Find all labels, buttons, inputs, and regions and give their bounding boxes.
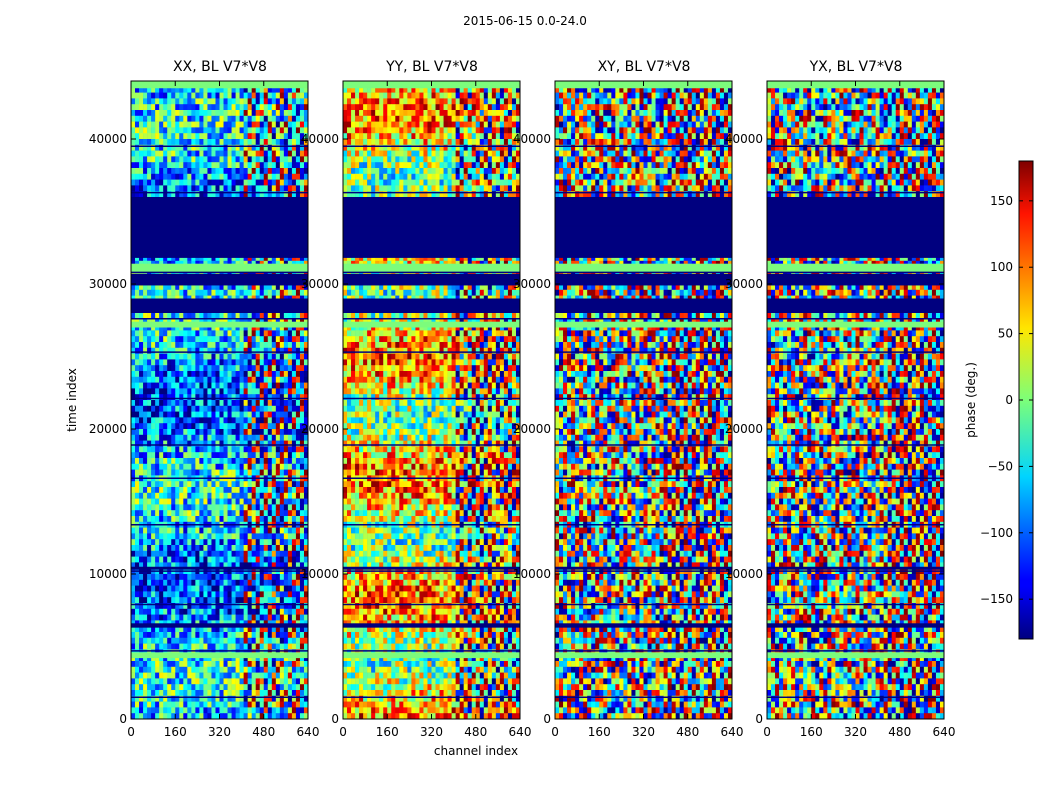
gap-band: [343, 269, 520, 273]
flagged-band: [131, 623, 308, 628]
y-tick-label: 30000: [513, 277, 551, 291]
y-tick-label: 20000: [725, 422, 763, 436]
x-tick-label: 480: [676, 725, 699, 739]
x-tick-label: 480: [252, 725, 275, 739]
flagged-band: [343, 273, 520, 286]
y-tick-label: 30000: [89, 277, 127, 291]
gap-band: [767, 652, 944, 659]
gap-band: [131, 269, 308, 273]
x-tick-label: 320: [632, 725, 655, 739]
flagged-band: [767, 298, 944, 313]
y-axis-label: time index: [65, 368, 79, 432]
figure-suptitle: 2015-06-15 0.0-24.0: [463, 14, 587, 28]
y-tick-label: 0: [331, 712, 339, 726]
x-tick-label: 640: [933, 725, 956, 739]
colorbar-tick-label: −50: [988, 459, 1013, 473]
y-tick-label: 40000: [89, 132, 127, 146]
y-tick-label: 20000: [301, 422, 339, 436]
flagged-band: [555, 197, 732, 258]
y-tick-label: 40000: [725, 132, 763, 146]
y-tick-label: 10000: [725, 567, 763, 581]
x-axis-label: channel index: [433, 744, 519, 758]
x-tick-label: 160: [376, 725, 399, 739]
flagged-band: [343, 623, 520, 628]
y-tick-label: 0: [543, 712, 551, 726]
y-tick-label: 40000: [301, 132, 339, 146]
flagged-band: [767, 273, 944, 286]
colorbar-tick-label: 50: [998, 327, 1013, 341]
flagged-band: [131, 298, 308, 313]
flagged-band: [343, 197, 520, 258]
x-tick-label: 0: [763, 725, 771, 739]
colorbar-label: phase (deg.): [964, 362, 978, 438]
gap-band: [555, 269, 732, 273]
gap-band: [555, 321, 732, 328]
gap-band: [555, 263, 732, 270]
x-tick-label: 160: [800, 725, 823, 739]
heatmap-panel-yx: 0 160 320 480 640 0 10000 20000 30000 40000: [725, 80, 956, 739]
phase-cells: [131, 81, 309, 720]
y-tick-label: 10000: [89, 567, 127, 581]
x-tick-label: 320: [208, 725, 231, 739]
gap-band: [343, 321, 520, 328]
gap-band: [767, 321, 944, 328]
flagged-band: [555, 623, 732, 628]
flagged-band: [767, 623, 944, 628]
gap-band: [767, 263, 944, 270]
y-tick-label: 30000: [725, 277, 763, 291]
flagged-band: [555, 273, 732, 286]
gap-band: [555, 652, 732, 659]
colorbar-tick-label: 0: [1005, 393, 1013, 407]
gap-band: [131, 321, 308, 328]
panel-title-xy: XY, BL V7*V8: [597, 59, 691, 75]
panel-title-xx: XX, BL V7*V8: [173, 59, 267, 75]
panel-title-yy: YY, BL V7*V8: [386, 59, 478, 75]
flagged-band: [555, 566, 732, 570]
y-tick-label: 0: [119, 712, 127, 726]
x-tick-label: 480: [464, 725, 487, 739]
x-tick-label: 320: [844, 725, 867, 739]
gap-band: [343, 263, 520, 270]
y-tick-label: 10000: [513, 567, 551, 581]
colorbar-tick-label: 150: [990, 194, 1013, 208]
x-tick-label: 0: [339, 725, 347, 739]
x-tick-label: 160: [588, 725, 611, 739]
panel-title-yx: YX, BL V7*V8: [809, 59, 903, 75]
flagged-band: [767, 566, 944, 570]
heatmap-panel-yy: 0 160 320 480 640 0 10000 20000 30000 40000: [301, 80, 532, 739]
gap-band: [767, 269, 944, 273]
flagged-band: [131, 197, 308, 258]
x-tick-label: 160: [164, 725, 187, 739]
x-tick-label: 640: [509, 725, 532, 739]
gap-band: [131, 652, 308, 659]
x-tick-label: 320: [420, 725, 443, 739]
y-tick-label: 20000: [513, 422, 551, 436]
flagged-band: [343, 298, 520, 313]
colorbar-tick-label: 100: [990, 260, 1013, 274]
y-tick-label: 20000: [89, 422, 127, 436]
colorbar-tick-label: −150: [980, 592, 1013, 606]
x-tick-label: 640: [721, 725, 744, 739]
x-tick-label: 0: [127, 725, 135, 739]
y-tick-label: 0: [755, 712, 763, 726]
gap-band: [343, 652, 520, 659]
flagged-band: [131, 566, 308, 570]
y-tick-label: 40000: [513, 132, 551, 146]
flagged-band: [555, 298, 732, 313]
heatmap-panel-xx: 0 160 320 480 640 0 10000 20000 30000 40000: [89, 80, 320, 739]
y-tick-label: 30000: [301, 277, 339, 291]
heatmap-panel-xy: 0 160 320 480 640 0 10000 20000 30000 40000: [513, 80, 744, 739]
x-tick-label: 0: [551, 725, 559, 739]
gap-band: [131, 263, 308, 270]
flagged-band: [343, 566, 520, 570]
x-tick-label: 480: [888, 725, 911, 739]
y-tick-label: 10000: [301, 567, 339, 581]
flagged-band: [767, 197, 944, 258]
colorbar-tick-label: −100: [980, 526, 1013, 540]
flagged-band: [131, 273, 308, 286]
x-tick-label: 640: [297, 725, 320, 739]
